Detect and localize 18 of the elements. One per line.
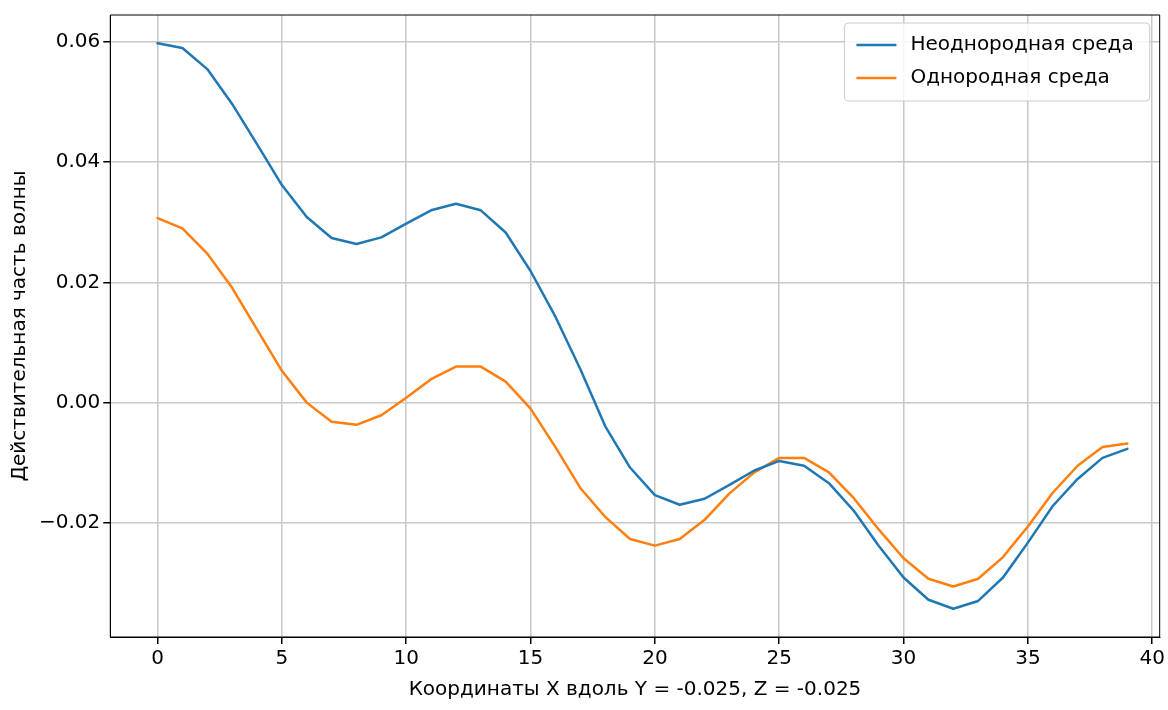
x-tick-label: 20 — [642, 645, 668, 670]
x-tick-label: 30 — [890, 645, 917, 670]
x-tick-label: 5 — [275, 645, 289, 670]
legend-label: Однородная среда — [910, 64, 1110, 89]
x-tick-label: 0 — [151, 645, 164, 670]
y-tick-label: 0.06 — [55, 28, 101, 53]
x-axis-title: Координаты X вдоль Y = -0.025, Z = -0.025 — [408, 676, 862, 701]
legend-label: Неоднородная среда — [910, 31, 1134, 56]
y-tick-label: 0.02 — [55, 268, 101, 293]
y-axis-title: Действительная часть волны — [6, 170, 31, 482]
x-tick-label: 15 — [517, 645, 544, 670]
x-tick-label: 35 — [1015, 645, 1041, 670]
x-tick-label: 40 — [1139, 645, 1165, 670]
y-tick-label: 0.00 — [55, 388, 101, 413]
y-tick-label: −0.02 — [38, 509, 101, 534]
x-tick-label: 25 — [766, 645, 792, 670]
y-tick-label: 0.04 — [55, 148, 101, 173]
x-tick-label: 10 — [393, 645, 419, 670]
